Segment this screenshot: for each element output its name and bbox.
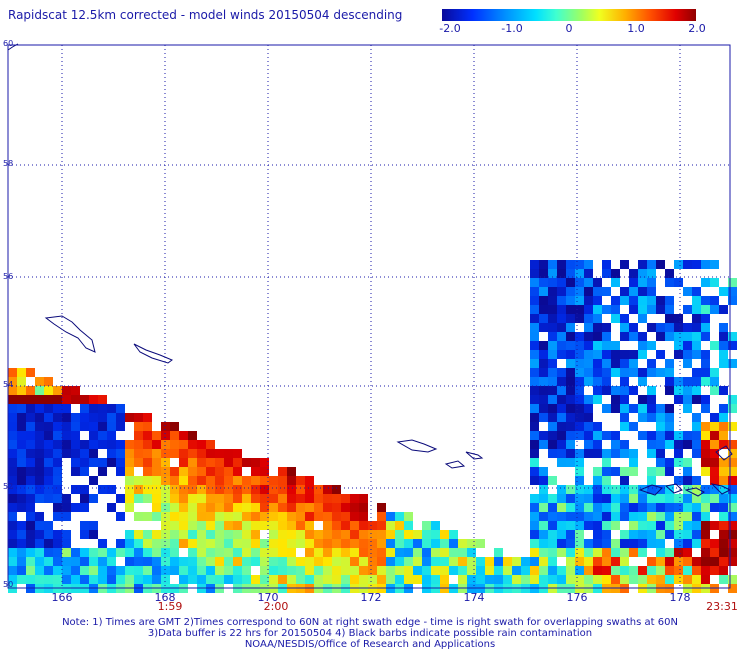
colorbar (442, 9, 696, 21)
y-tick-label: 58 (3, 159, 14, 168)
map-title: Rapidscat 12.5km corrected - model winds… (8, 8, 403, 22)
plot-frame (7, 44, 731, 589)
x-tick-label: 166 (51, 591, 73, 604)
colorbar-label: 0 (565, 22, 573, 35)
x-tick-label: 178 (669, 591, 691, 604)
island-coastline (44, 315, 96, 353)
footnote-line: NOAA/NESDIS/Office of Research and Appli… (244, 639, 496, 650)
footnote-line: 3)Data buffer is 22 hrs for 20150504 4) … (147, 628, 593, 639)
island-coastline (684, 487, 705, 497)
time-label: 23:31 (706, 600, 738, 613)
colorbar-label: 2.0 (688, 22, 706, 35)
x-tick-label: 174 (463, 591, 485, 604)
graticule (8, 45, 730, 588)
colorbar-label: 1.0 (627, 22, 645, 35)
x-tick-label: 172 (360, 591, 382, 604)
y-tick-label: 56 (3, 272, 14, 281)
wind-difference-field (8, 260, 737, 593)
colorbar-label: -2.0 (439, 22, 461, 35)
coastlines (7, 43, 733, 497)
y-tick-label: 60 (3, 39, 14, 48)
island-coastline (638, 484, 663, 496)
footnote-line: Note: 1) Times are GMT 2)Times correspon… (62, 617, 678, 628)
y-tick-label: 54 (3, 380, 14, 389)
time-label: 2:00 (263, 600, 289, 613)
island-coastline (664, 483, 683, 494)
time-label: 1:59 (157, 600, 183, 613)
island-coastline (396, 439, 438, 453)
y-tick-label: 52 (3, 482, 14, 491)
x-tick-label: 168 (154, 591, 176, 604)
island-coastline (444, 460, 466, 469)
colorbar-label: -1.0 (501, 22, 523, 35)
island-coastline (715, 445, 733, 461)
x-tick-label: 170 (257, 591, 279, 604)
y-tick-label: 50 (3, 580, 14, 589)
x-tick-label: 176 (566, 591, 588, 604)
island-coastline (133, 343, 173, 364)
